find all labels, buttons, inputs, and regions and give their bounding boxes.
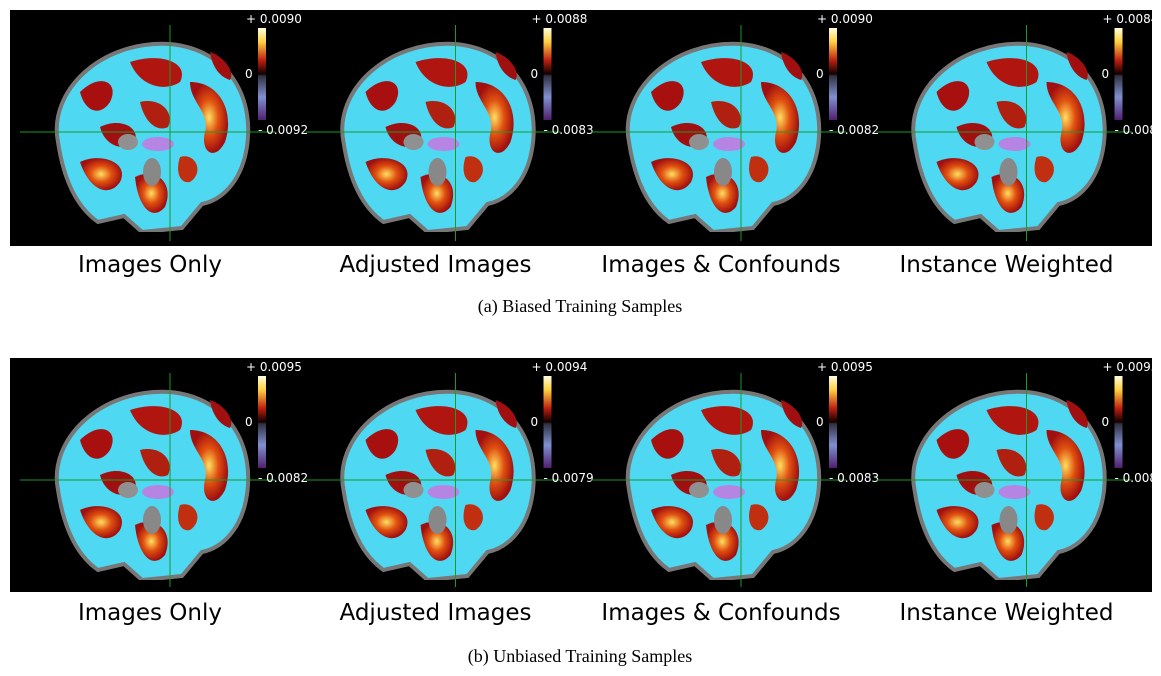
colorbar [258,376,266,468]
colorbar-zero: 0 [816,67,824,81]
colorbar [258,28,266,120]
colorbar-max: + 0.0090 [817,12,873,26]
colorbar [829,376,837,468]
panel-caption: (b) Unbiased Training Samples [468,646,693,667]
colorbar-max: + 0.0094 [532,360,588,374]
colorbar-zero: 0 [245,67,253,81]
colorbar-zero: 0 [816,415,824,429]
colorbar-zero: 0 [1102,67,1110,81]
colorbar [543,28,552,120]
panel-caption: (a) Biased Training Samples [478,296,683,317]
colorbar [543,376,552,468]
image-label: Images Only [78,600,222,626]
colorbar-max: + 0.0090 [246,12,302,26]
colorbar-max: + 0.0095 [246,360,302,374]
colorbar [1114,376,1123,468]
image-label: Images & Confounds [601,600,840,626]
colorbar-min: - 0.0083 [829,471,879,485]
colorbar-max: + 0.0088 [532,12,588,26]
image-label: Adjusted Images [340,600,532,626]
image-label: Images Only [78,252,222,278]
image-label: Images & Confounds [601,252,840,278]
colorbar-max: + 0.0084 [1103,12,1159,26]
colorbar [1114,28,1123,120]
image-label: Instance Weighted [899,252,1113,278]
colorbar-min: - 0.0092 [258,123,308,137]
image-label: Instance Weighted [899,600,1113,626]
colorbar-zero: 0 [531,67,539,81]
colorbar-min: - 0.0082 [829,123,879,137]
colorbar-min: - 0.0083 [544,123,594,137]
colorbar-zero: 0 [245,415,253,429]
colorbar [829,28,837,120]
colorbar-max: + 0.0095 [1103,360,1159,374]
colorbar-zero: 0 [1102,415,1110,429]
colorbar-min: - 0.0085 [1115,123,1161,137]
colorbar-min: - 0.0082 [1115,471,1161,485]
image-label: Adjusted Images [340,252,532,278]
colorbar-min: - 0.0082 [258,471,308,485]
colorbar-max: + 0.0095 [817,360,873,374]
colorbar-min: - 0.0079 [544,471,594,485]
colorbar-zero: 0 [531,415,539,429]
